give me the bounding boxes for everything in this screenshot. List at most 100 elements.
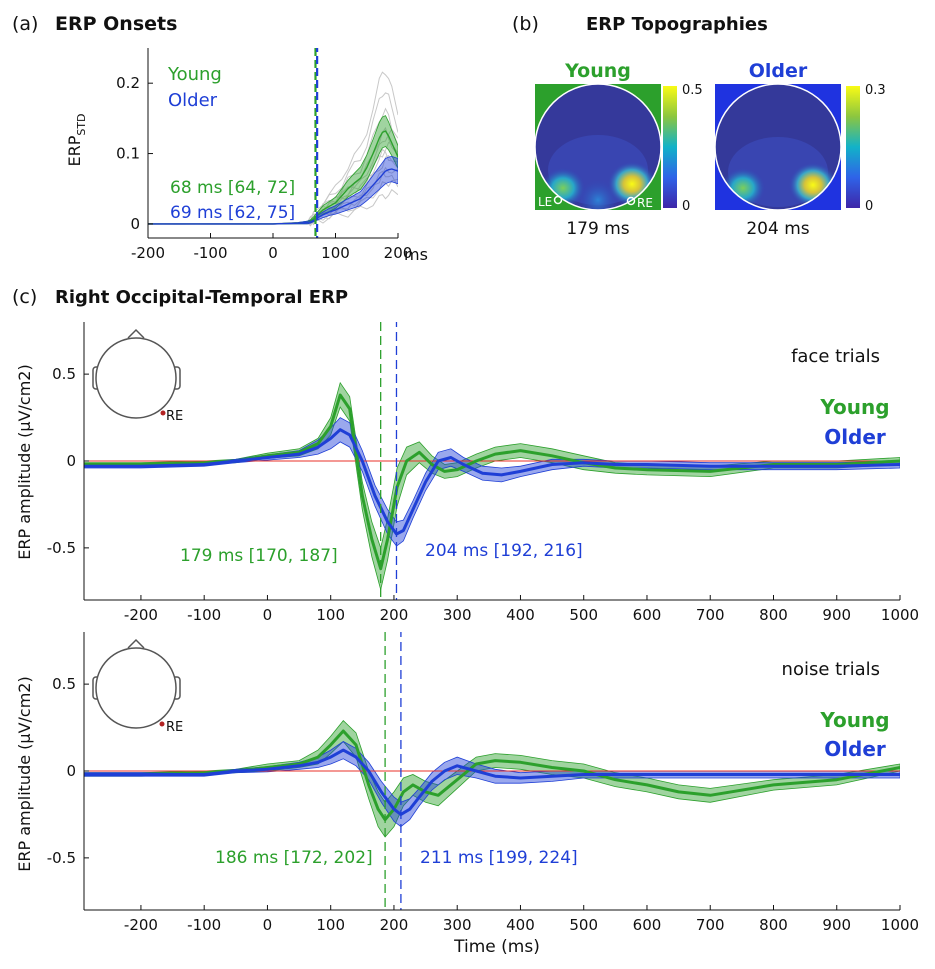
- head-icon: RE: [92, 328, 183, 424]
- y-tick-label: 0.2: [116, 74, 140, 92]
- x-tick-label: 400: [506, 606, 535, 624]
- colorbar-young-min: 0: [682, 199, 690, 214]
- x-tick-label: 100: [316, 606, 345, 624]
- x-tick-label: 100: [321, 244, 350, 262]
- older-mean-line: [84, 748, 900, 816]
- confidence-bands: [84, 381, 900, 590]
- panel-b-letter: (b): [512, 13, 539, 35]
- electrode-label: RE: [166, 409, 183, 424]
- x-tick-label: 200: [384, 244, 413, 262]
- noise-trials-label: noise trials: [782, 659, 880, 680]
- electrode-re-label: RE: [637, 196, 653, 210]
- x-tick-label: 200: [380, 916, 409, 934]
- x-tick-label: 300: [443, 916, 472, 934]
- x-tick-label: 700: [696, 606, 725, 624]
- x-tick-label: 600: [633, 916, 662, 934]
- panel-a-title: ERP Onsets: [55, 13, 177, 35]
- topomap-older: Older 0.3 0 204 ms: [714, 60, 886, 239]
- mean-lines: [84, 393, 900, 571]
- x-tick-label: -200: [124, 606, 158, 624]
- panel-c-title: Right Occipital-Temporal ERP: [55, 287, 348, 308]
- legend-older: Older: [168, 90, 218, 111]
- noise-ylabel: ERP amplitude (μV/cm2): [15, 676, 34, 871]
- x-tick-label: 0: [263, 606, 273, 624]
- colorbar-older-min: 0: [865, 199, 873, 214]
- x-tick-label: 500: [569, 916, 598, 934]
- legend-young: Young: [167, 64, 222, 85]
- noise-legend-older: Older: [824, 737, 886, 761]
- noise-legend-young: Young: [819, 708, 889, 732]
- face-legend-older: Older: [824, 425, 886, 449]
- axes: -200 -100 0 100 200 300 400 500 600 700 800 900 1000…: [47, 632, 919, 934]
- colorbar-young: [663, 86, 677, 208]
- face-peak-older: 204 ms [192, 216]: [425, 541, 583, 561]
- confidence-bands: [84, 720, 900, 838]
- x-axis-label: Time (ms): [453, 937, 540, 957]
- older-mean-line: [148, 168, 398, 225]
- colorbar-young-max: 0.5: [682, 83, 703, 98]
- panel-a-ylabel: ERPSTD: [65, 113, 88, 166]
- mean-lines: [148, 130, 398, 225]
- x-tick-label: 0: [268, 244, 278, 262]
- topomap-older-time: 204 ms: [746, 219, 809, 239]
- y-tick-label: 0: [130, 215, 140, 233]
- noise-peak-young: 186 ms [172, 202]: [215, 848, 373, 868]
- erp-onsets-chart: -200 -100 0 100 200 0 0.1 0.2: [116, 48, 412, 262]
- face-legend-young: Young: [819, 395, 889, 419]
- colorbar-older: [846, 86, 860, 208]
- electrode-label: RE: [166, 720, 183, 735]
- x-tick-label: 300: [443, 606, 472, 624]
- x-tick-label: -100: [187, 916, 221, 934]
- face-trials-label: face trials: [791, 346, 880, 367]
- young-mean-line: [84, 729, 900, 822]
- erp-face-chart: -200 -100 0 100 200 300 400 500 600 700 800 900 1000…: [47, 322, 919, 624]
- x-tick-label: 0: [263, 916, 273, 934]
- topomap-young-time: 179 ms: [566, 219, 629, 239]
- x-tick-label: 600: [633, 606, 662, 624]
- colorbar-older-max: 0.3: [865, 83, 886, 98]
- x-tick-label: 900: [822, 606, 851, 624]
- electrode-dot: [159, 721, 165, 727]
- axes: -200 -100 0 100 200 0 0.1 0.2: [116, 48, 412, 262]
- x-tick-label: -200: [124, 916, 158, 934]
- y-tick-label: -0.5: [47, 539, 76, 557]
- onset-young-label: 68 ms [64, 72]: [170, 178, 295, 198]
- young-confidence-band: [84, 381, 900, 590]
- older-mean-line: [84, 428, 900, 536]
- axes: -200 -100 0 100 200 300 400 500 600 700 800 900 1000…: [47, 322, 919, 624]
- erp-noise-chart: -200 -100 0 100 200 300 400 500 600 700 800 900 1000…: [47, 632, 919, 934]
- x-tick-label: 500: [569, 606, 598, 624]
- x-tick-label: 1000: [881, 916, 919, 934]
- y-tick-label: 0.1: [116, 145, 140, 163]
- electrode-le-marker: [553, 195, 563, 205]
- young-mean-line: [84, 393, 900, 571]
- x-tick-label: 100: [316, 916, 345, 934]
- topomap-young: Young LE RE 0.5 0 179 ms: [534, 60, 703, 239]
- x-tick-label: 800: [759, 916, 788, 934]
- x-tick-label: -100: [187, 606, 221, 624]
- mean-lines: [84, 729, 900, 822]
- y-tick-label: 0.5: [52, 365, 76, 383]
- x-tick-label: -100: [193, 244, 227, 262]
- noise-peak-older: 211 ms [199, 224]: [420, 848, 578, 868]
- face-ylabel: ERP amplitude (μV/cm2): [15, 364, 34, 559]
- face-peak-young: 179 ms [170, 187]: [180, 546, 338, 566]
- topomap-young-title: Young: [564, 60, 631, 82]
- x-tick-label: 700: [696, 916, 725, 934]
- x-tick-label: 400: [506, 916, 535, 934]
- x-tick-label: 900: [822, 916, 851, 934]
- x-tick-label: -200: [131, 244, 165, 262]
- y-tick-label: -0.5: [47, 849, 76, 867]
- panel-a-letter: (a): [12, 13, 38, 35]
- electrode-re-marker: [626, 196, 636, 206]
- panel-c-letter: (c): [12, 286, 37, 308]
- y-tick-label: 0.5: [52, 675, 76, 693]
- x-tick-label: 800: [759, 606, 788, 624]
- electrode-le-label: LE: [538, 195, 552, 209]
- x-tick-label: 1000: [881, 606, 919, 624]
- y-tick-label: 0: [66, 762, 76, 780]
- x-tick-label: 200: [380, 606, 409, 624]
- electrode-dot: [160, 410, 166, 416]
- topomap-older-title: Older: [749, 60, 808, 82]
